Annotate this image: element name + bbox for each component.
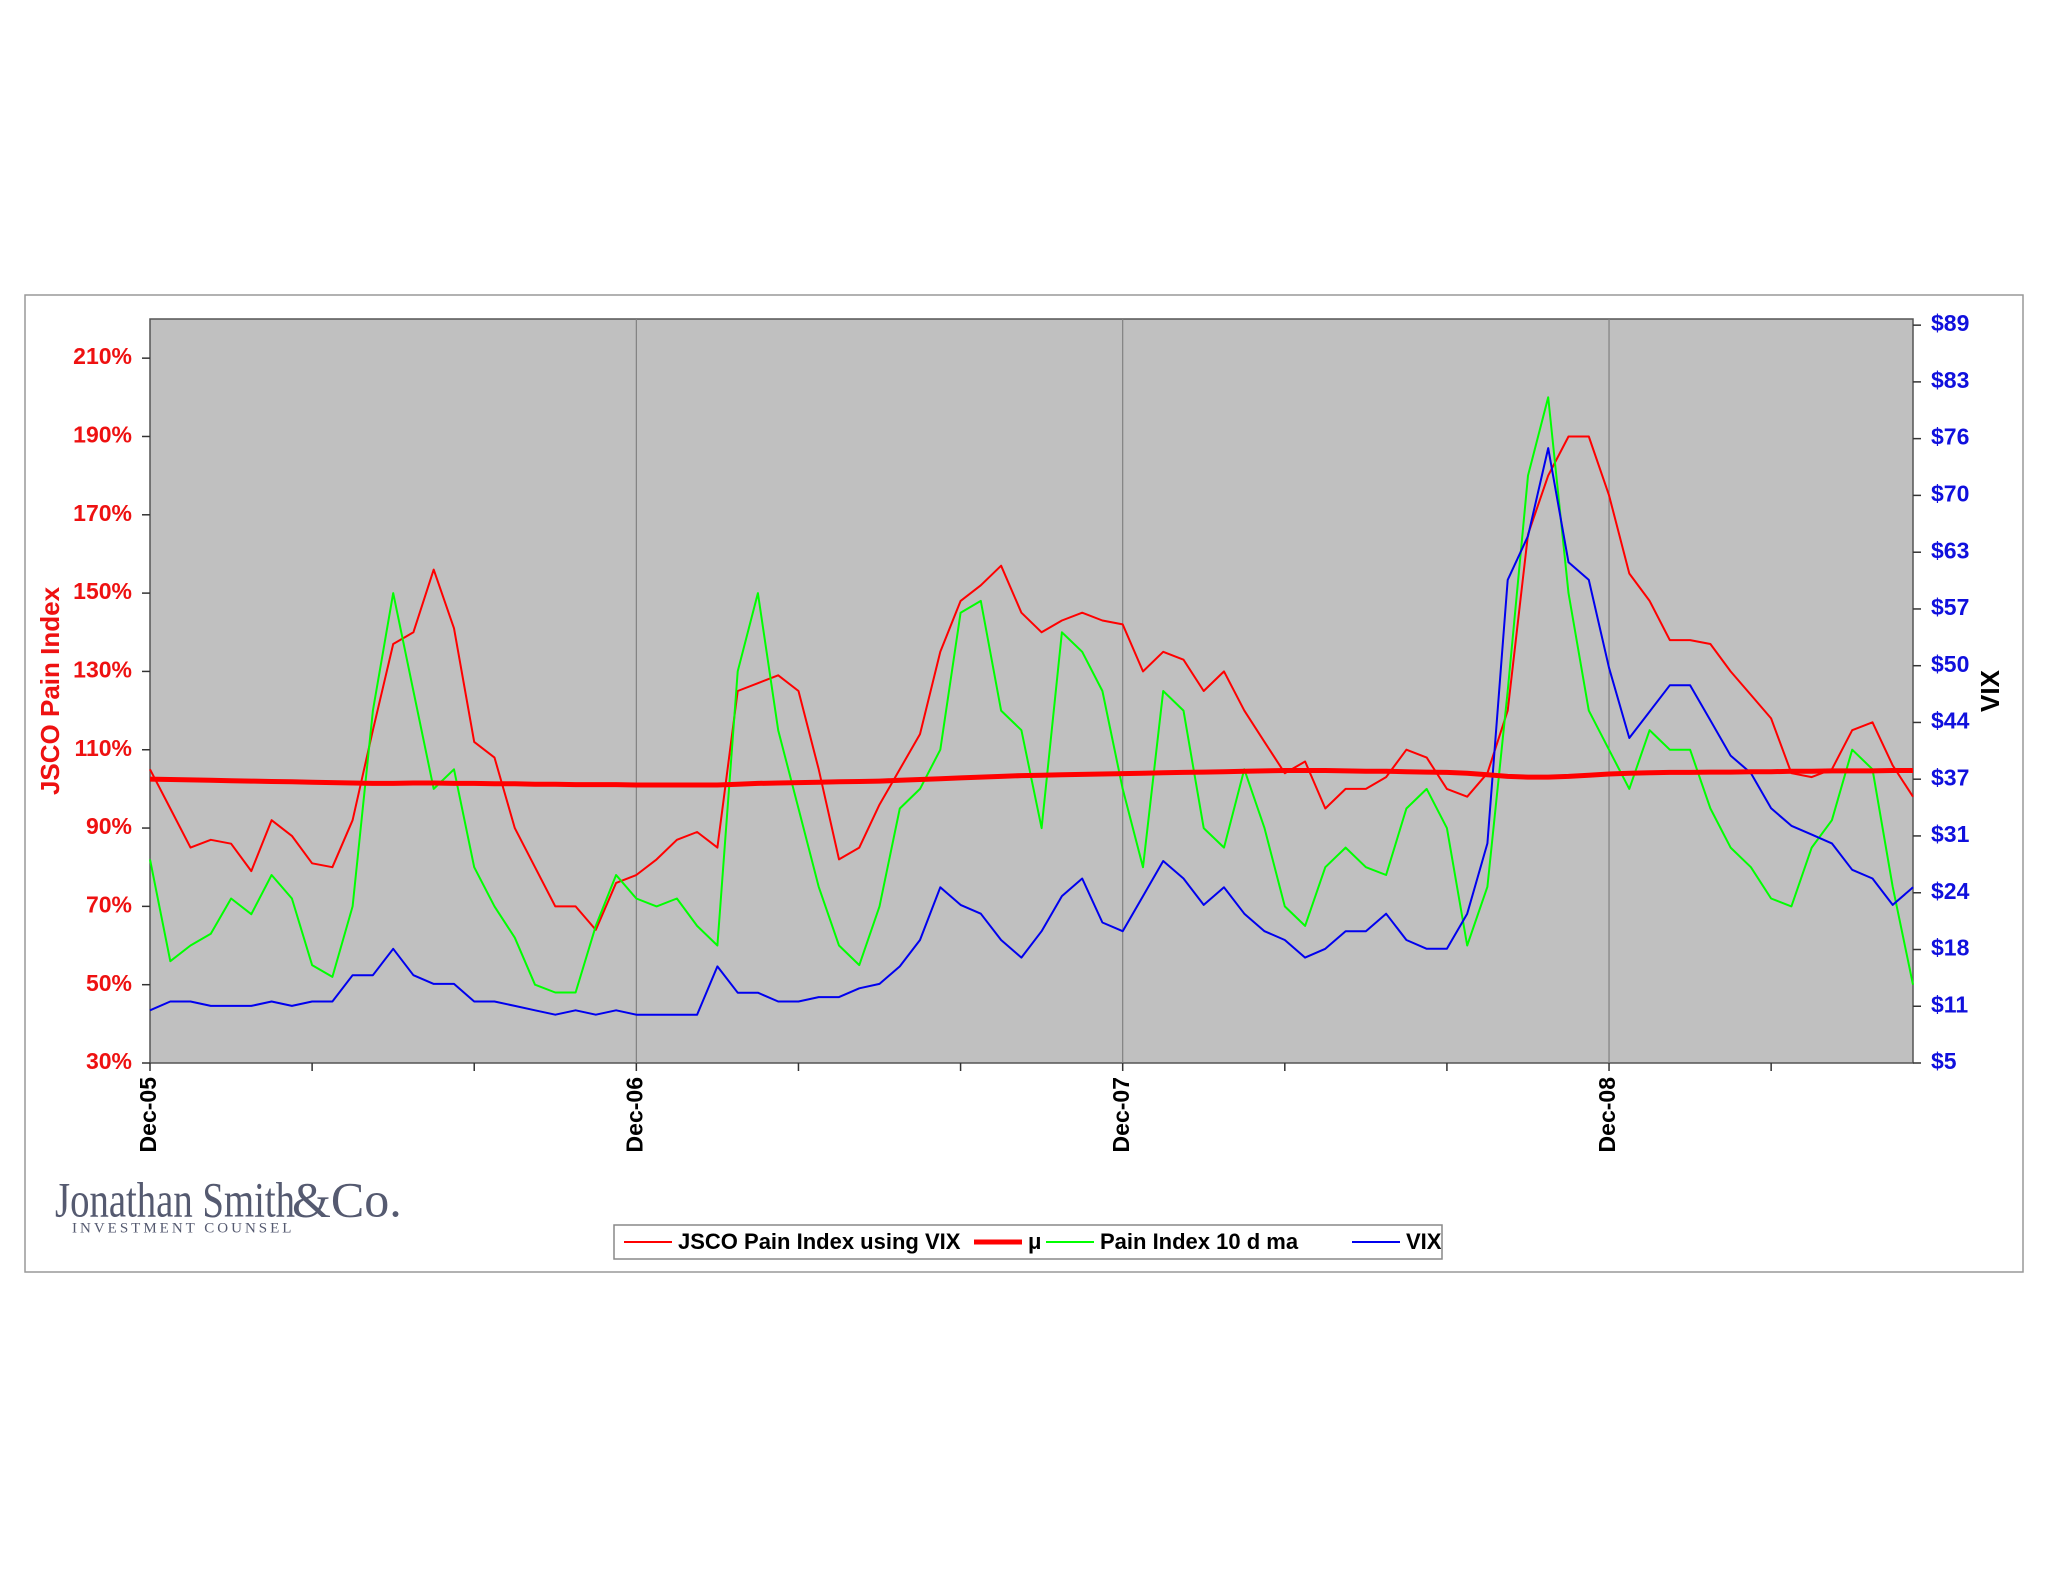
y2-axis-title: VIX <box>1975 669 2005 712</box>
y2-tick-label: $37 <box>1931 764 1969 790</box>
y-tick-label: 170% <box>73 500 132 526</box>
series-line <box>149 768 1913 788</box>
y2-tick-label: $89 <box>1931 310 1969 336</box>
plot-area <box>149 318 1914 1064</box>
x-tick-label: Dec-07 <box>1108 1077 1134 1152</box>
y-tick-label: 110% <box>74 735 132 761</box>
y2-tick-label: $44 <box>1931 708 1970 734</box>
logo-tagline: INVESTMENT COUNSEL <box>72 1220 294 1236</box>
series-line <box>149 435 1914 931</box>
legend-label: JSCO Pain Index using VIX <box>678 1229 961 1254</box>
legend-label: VIX <box>1406 1229 1442 1254</box>
y2-tick-label: $76 <box>1931 424 1969 450</box>
y2-tick-label: $83 <box>1931 367 1969 393</box>
legend-label: μ <box>1028 1229 1041 1254</box>
y-tick-label: 50% <box>86 970 132 996</box>
y-tick-label: 30% <box>86 1048 132 1074</box>
y-axis-title: JSCO Pain Index <box>35 586 65 795</box>
y-tick-label: 70% <box>86 891 132 917</box>
y2-tick-label: $11 <box>1931 991 1968 1017</box>
y2-tick-label: $24 <box>1931 878 1970 904</box>
y2-tick-label: $57 <box>1931 594 1969 620</box>
y2-tick-label: $5 <box>1931 1048 1957 1074</box>
x-tick-label: Dec-06 <box>621 1077 647 1152</box>
y-tick-label: 210% <box>73 343 132 369</box>
y-tick-label: 190% <box>73 422 132 448</box>
x-tick-label: Dec-05 <box>135 1077 161 1153</box>
y-tick-label: 150% <box>73 578 132 604</box>
y-tick-label: 130% <box>73 656 132 682</box>
y2-tick-label: $63 <box>1931 537 1969 563</box>
legend-label: Pain Index 10 d ma <box>1100 1229 1299 1254</box>
y2-tick-label: $50 <box>1931 651 1969 677</box>
y2-tick-label: $31 <box>1931 821 1970 847</box>
logo-name: Jonathan Smith <box>55 1171 295 1227</box>
y-tick-label: 90% <box>86 813 132 839</box>
y2-tick-label: $18 <box>1931 935 1970 961</box>
logo-suffix: &Co. <box>292 1171 402 1227</box>
series-line <box>149 396 1914 994</box>
legend-box <box>613 1224 1443 1260</box>
x-tick-label: Dec-08 <box>1594 1077 1620 1153</box>
series-line <box>149 447 1914 1016</box>
y2-tick-label: $70 <box>1931 480 1969 506</box>
